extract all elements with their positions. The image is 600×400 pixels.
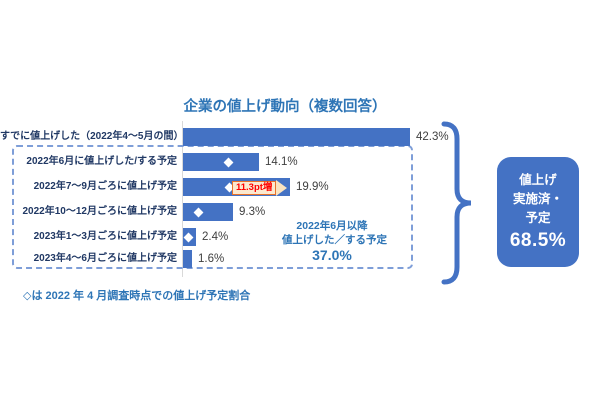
bar <box>183 228 196 246</box>
category-label: 2023年4～6月ごろに値上げ予定 <box>33 253 177 264</box>
group-annotation: 2022年6月以降 値上げした／する予定 37.0% <box>282 219 387 264</box>
summary-line1: 値上げ <box>519 172 557 187</box>
group-annotation-line2: 値上げした／する予定 <box>282 234 387 246</box>
category-label: 2022年10～12月ごろに値上げ予定 <box>22 206 178 217</box>
group-annotation-value: 37.0% <box>312 247 352 263</box>
future-plans-group-box <box>12 145 413 269</box>
bar-row: 2023年4～6月ごろに値上げ予定 1.6% <box>0 250 600 268</box>
curly-brace-icon <box>441 121 472 285</box>
bar-row: すでに値上げした（2022年4～5月の間） 42.3% <box>0 128 600 146</box>
increase-arrow-annotation: 11.3pt増 <box>232 180 288 196</box>
april-survey-diamond-icon <box>183 232 194 242</box>
bar <box>183 153 259 171</box>
category-label: 2022年6月に値上げした/する予定 <box>26 156 177 167</box>
value-label: 42.3% <box>416 131 449 143</box>
increase-arrow-label: 11.3pt増 <box>232 181 277 195</box>
category-label: 2022年7～9月ごろに値上げ予定 <box>33 181 177 192</box>
bar <box>183 250 192 268</box>
category-label: すでに値上げした（2022年4～5月の間） <box>0 131 184 142</box>
summary-line3: 予定 <box>525 210 551 225</box>
bar-row: 2023年1～3月ごろに値上げ予定 2.4% <box>0 228 600 246</box>
group-annotation-line1: 2022年6月以降 <box>296 220 368 232</box>
value-label: 14.1% <box>265 156 298 168</box>
bar <box>183 203 233 221</box>
value-label: 2.4% <box>202 231 229 243</box>
april-survey-diamond-icon <box>193 207 203 217</box>
arrow-head-icon <box>276 180 288 196</box>
value-label: 19.9% <box>296 181 329 193</box>
value-label: 9.3% <box>239 206 266 218</box>
bar-row: 2022年10～12月ごろに値上げ予定 9.3% <box>0 203 600 221</box>
summary-value: 68.5% <box>509 229 567 251</box>
bar-row: 2022年6月に値上げした/する予定 14.1% <box>0 153 600 171</box>
footnote: ◇は 2022 年 4 月調査時点での値上げ予定割合 <box>23 290 251 302</box>
april-survey-diamond-icon <box>223 157 234 167</box>
value-label: 1.6% <box>198 253 225 265</box>
chart-title: 企業の値上げ動向（複数回答） <box>183 99 387 115</box>
bar <box>183 128 410 146</box>
summary-badge: 値上げ 実施済・ 予定 68.5% <box>497 157 579 267</box>
axis-baseline <box>182 121 183 277</box>
category-label: 2023年1～3月ごろに値上げ予定 <box>33 231 177 242</box>
summary-line2: 実施済・ <box>512 191 563 206</box>
